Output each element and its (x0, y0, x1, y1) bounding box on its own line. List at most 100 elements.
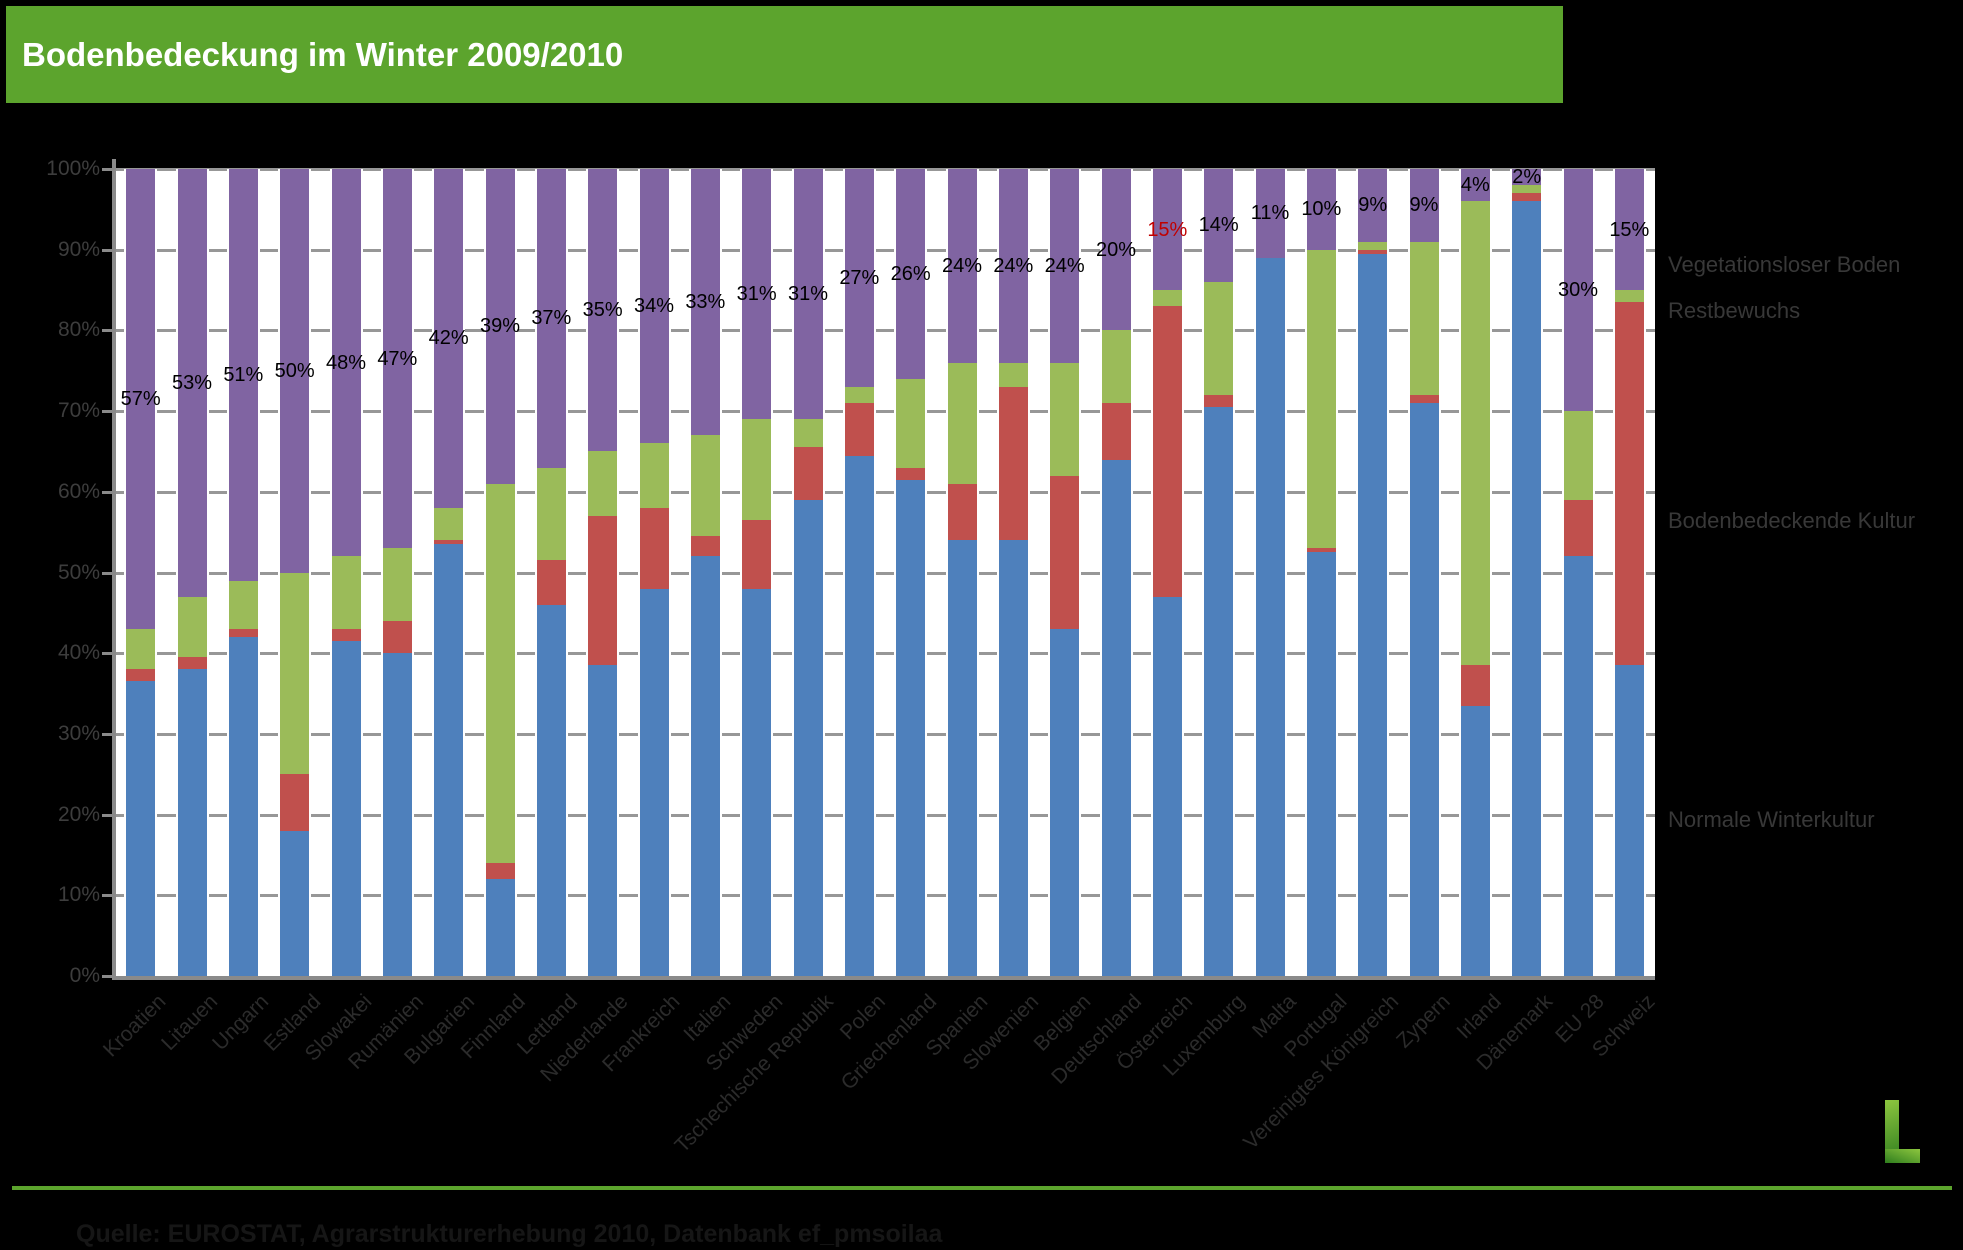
bar-stack (329, 169, 363, 976)
y-tick-label: 50% (57, 560, 100, 584)
plot-area (115, 168, 1655, 976)
logo-l (1885, 1100, 1920, 1163)
title-bar: Bodenbedeckung im Winter 2009/2010 (6, 6, 1563, 103)
bar-segment (998, 169, 1028, 363)
bar-stack (894, 169, 928, 976)
bar-stack (1612, 169, 1646, 976)
bar-segment (1101, 459, 1131, 976)
bar-stack (1048, 169, 1082, 976)
bar-segment (947, 362, 977, 484)
bar-segment (844, 403, 874, 456)
category-label: Kroatien (99, 990, 171, 1062)
data-label: 50% (274, 359, 315, 382)
gridline-80 (115, 329, 1655, 333)
bar-segment (1358, 169, 1388, 242)
data-label: 31% (787, 283, 829, 306)
bar-segment (844, 455, 874, 976)
bar-segment (1614, 302, 1644, 666)
data-label: 57% (120, 387, 161, 410)
data-label: 34% (633, 295, 675, 318)
bar-segment (1255, 257, 1285, 976)
bar-segment (1409, 241, 1439, 395)
data-label: 42% (428, 327, 469, 350)
data-label: 51% (223, 363, 264, 386)
y-tick-90% (102, 248, 115, 252)
bar-segment (1563, 556, 1593, 976)
bar-segment (1563, 411, 1593, 500)
bar-segment (998, 386, 1028, 541)
bar-segment (1460, 169, 1490, 202)
bar-segment (1306, 249, 1336, 549)
bar-segment (126, 629, 156, 670)
bar-segment (485, 879, 515, 976)
bar-segment (177, 596, 207, 658)
bar-segment (1409, 394, 1439, 404)
bar-stack (1356, 169, 1390, 976)
bar-segment (690, 435, 720, 537)
data-label: 24% (941, 254, 983, 277)
bar-segment (1204, 407, 1234, 976)
bar-stack (1561, 169, 1595, 976)
logo-l-horizontal (1885, 1149, 1920, 1163)
bar-segment (536, 560, 566, 605)
bar-segment (177, 669, 207, 976)
bar-stack (534, 169, 568, 976)
y-tick-label: 80% (57, 318, 100, 342)
bar-segment (434, 540, 464, 545)
bar-segment (1101, 169, 1131, 331)
gridline-90 (115, 248, 1655, 252)
bar-stack (124, 169, 158, 976)
y-axis-line (112, 159, 116, 980)
bar-segment (1512, 185, 1542, 194)
bar-segment (536, 169, 566, 468)
bar-segment (434, 544, 464, 976)
data-label: 14% (1198, 214, 1239, 237)
bar-segment (1152, 169, 1182, 291)
data-label: 39% (479, 315, 521, 338)
data-label: 31% (736, 283, 777, 306)
bar-segment (536, 604, 566, 976)
bar-stack (1510, 169, 1544, 976)
bar-stack (1150, 169, 1184, 976)
bar-segment (280, 830, 310, 976)
bar-segment (1409, 169, 1439, 242)
bar-segment (896, 378, 926, 468)
bar-segment (793, 499, 823, 976)
bar-segment (1563, 169, 1593, 412)
y-tick-label: 100% (46, 157, 100, 180)
bar-segment (896, 467, 926, 480)
bar-segment (1050, 362, 1080, 476)
data-label: 27% (839, 266, 880, 289)
y-tick-10% (102, 894, 115, 898)
y-tick-50% (102, 571, 115, 575)
bar-segment (690, 536, 720, 557)
bar-segment (280, 774, 310, 831)
bar-segment (947, 540, 977, 976)
y-tick-label: 0% (69, 964, 100, 987)
bar-stack (1458, 169, 1492, 976)
data-label: 33% (685, 291, 726, 314)
bar-stack (945, 169, 979, 976)
bar-segment (228, 637, 258, 976)
bar-segment (947, 483, 977, 541)
bar-segment (588, 516, 618, 666)
bar-segment (1512, 201, 1542, 976)
data-label: 24% (993, 254, 1034, 277)
bar-segment (485, 483, 515, 864)
bar-segment (1050, 169, 1080, 363)
data-label: 53% (171, 371, 213, 394)
bar-segment (896, 169, 926, 379)
bar-segment (1050, 475, 1080, 629)
bar-segment (1460, 665, 1490, 706)
bar-stack (1253, 169, 1287, 976)
logo-l-vertical (1885, 1100, 1899, 1163)
bar-stack (688, 169, 722, 976)
data-label: 20% (1095, 238, 1137, 261)
bar-segment (382, 169, 412, 549)
bar-segment (331, 629, 361, 642)
bar-segment (485, 863, 515, 880)
gridline-60 (115, 490, 1655, 494)
data-label: 9% (1358, 194, 1388, 217)
bar-stack (996, 169, 1030, 976)
